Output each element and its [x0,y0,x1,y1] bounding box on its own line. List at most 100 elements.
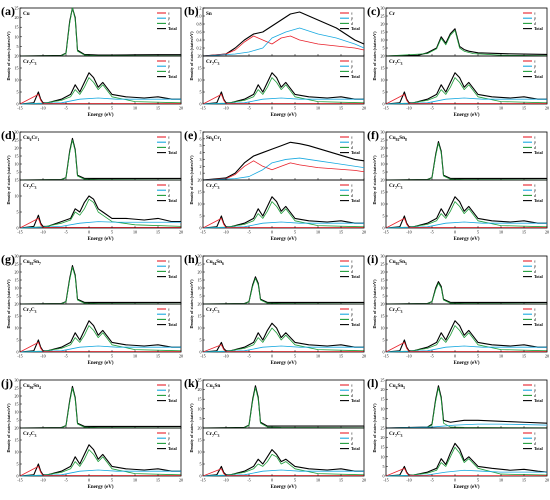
subplot-title: Cr7C3 [23,307,37,314]
x-axis-label: Energy (eV) [454,485,480,490]
y-tick-label: 15 [15,314,19,319]
y-tick-label: 15 [381,397,385,402]
x-tick-label: 10 [499,230,503,235]
x-tick-label: -10 [223,354,228,359]
x-tick-label: -10 [40,230,45,235]
x-tick-label: -5 [64,230,67,235]
y-tick-label: 10 [381,406,385,411]
legend-label: p [533,140,536,145]
legend-label: d [168,317,171,322]
legend-label: s [168,382,170,387]
plot-frame [202,255,365,305]
x-tick-label: -5 [430,106,433,111]
x-tick-label: 0 [271,478,273,483]
legend-label: Total [168,198,178,203]
subplot-title: Cr7C3 [206,183,220,190]
x-tick-label: -5 [430,478,433,483]
y-tick-label: 5 [200,90,202,95]
panel-label: (f) [367,128,379,142]
series-line-s [202,160,365,181]
series-line-p [385,221,547,229]
x-tick-label: 20 [179,354,183,359]
y-tick-label: 20 [15,302,19,307]
x-tick-label: 5 [111,106,113,111]
y-tick-label: 5 [383,214,385,219]
x-tick-label: -15 [17,230,22,235]
legend-label: d [168,393,171,398]
y-tick-label: 0 [200,350,202,355]
series-line-d [19,7,182,57]
x-tick-label: -5 [247,478,250,483]
legend-label: d [351,21,354,26]
y-tick-label: 7 [200,130,202,135]
x-tick-label: -10 [406,354,411,359]
y-tick-label: 10 [198,286,202,291]
series-line-d [19,266,182,305]
y-tick-label: 20 [15,146,19,151]
y-axis-label: Density of states (states/eV) [372,31,377,81]
x-tick-label: 20 [362,106,366,111]
y-tick-label: 10 [381,78,385,83]
y-tick-label: 10 [15,78,19,83]
series-line-d [202,201,365,229]
y-tick-label: 0 [17,102,19,107]
legend-label: d [534,145,537,150]
series-line-p [202,27,365,57]
series-line-d [19,387,182,429]
series-line-p [19,97,181,105]
series-line-d [202,277,365,305]
legend-label: p [350,436,353,441]
y-tick-label: 10 [198,326,202,331]
plot-frame [19,255,182,305]
legend-label: p [533,312,536,317]
x-tick-label: 20 [362,478,366,483]
series-line-p [202,157,365,181]
y-tick-label: 15 [198,314,202,319]
x-tick-label: 10 [499,106,503,111]
x-axis-label: Energy (eV) [88,113,114,118]
y-tick-label: 10 [198,406,202,411]
legend-label: Total [534,398,544,403]
y-tick-label: 5 [17,210,19,215]
x-tick-label: -10 [223,478,228,483]
y-tick-label: 20 [15,15,19,20]
series-line-total [19,265,181,305]
legend-label: s [168,58,170,63]
plot-frame [385,7,548,57]
x-tick-label: 15 [522,106,526,111]
subplot-title: Cu6Cr1 [23,135,40,142]
series-line-d [385,446,548,477]
subplot-title: Cu6Sn5 [389,383,405,390]
panel-label: (b) [184,4,199,18]
x-tick-label: 10 [316,106,320,111]
legend-label: Total [534,322,544,327]
legend-label: Total [351,198,361,203]
x-tick-label: 0 [454,106,456,111]
series-line-total [202,72,364,105]
series-line-s [202,468,364,477]
series-line-d [19,449,182,477]
y-axis-label: Density of states (states/eV) [372,155,377,205]
series-line-total [19,320,181,353]
legend-label: Total [168,398,178,403]
y-tick-label: 10 [381,38,385,43]
x-tick-label: 10 [316,478,320,483]
legend-label: d [351,145,354,150]
y-tick-label: 5 [383,294,385,299]
x-axis-label: Energy (eV) [454,237,480,242]
x-tick-label: 15 [339,354,343,359]
x-tick-label: 5 [294,106,296,111]
x-tick-label: 5 [477,354,479,359]
y-tick-label: 5 [200,416,202,421]
x-tick-label: -10 [223,106,228,111]
y-tick-label: 20 [198,54,202,59]
y-tick-label: 5 [17,462,19,467]
subplot-title: Cu95Sn5 [389,259,407,266]
y-tick-label: 5 [383,464,385,469]
y-tick-label: 20 [198,302,202,307]
